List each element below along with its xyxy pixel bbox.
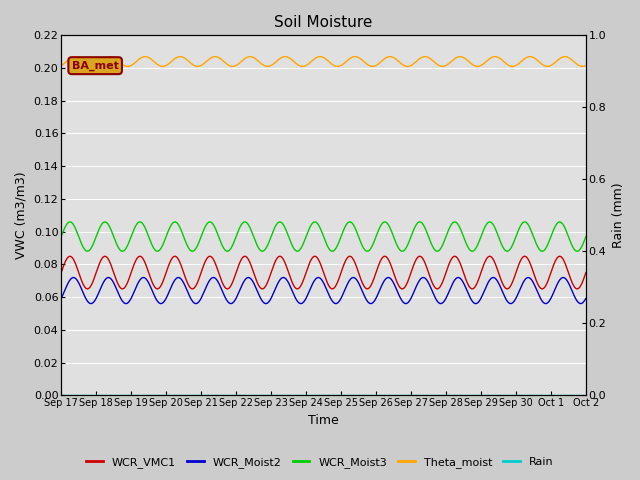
Y-axis label: VWC (m3/m3): VWC (m3/m3) [15,171,28,259]
Y-axis label: Rain (mm): Rain (mm) [612,182,625,248]
Title: Soil Moisture: Soil Moisture [275,15,372,30]
Legend: WCR_VMC1, WCR_Moist2, WCR_Moist3, Theta_moist, Rain: WCR_VMC1, WCR_Moist2, WCR_Moist3, Theta_… [82,452,558,472]
Text: BA_met: BA_met [72,60,118,71]
X-axis label: Time: Time [308,414,339,427]
